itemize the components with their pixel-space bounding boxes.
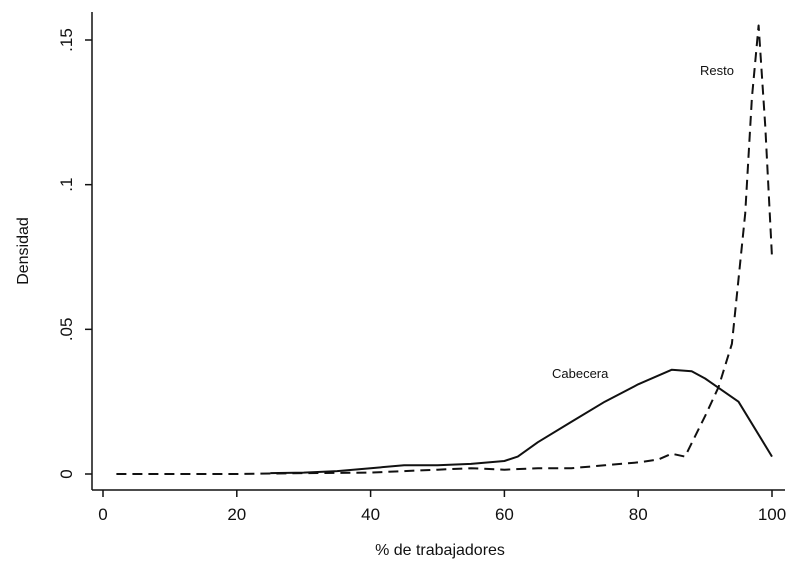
y-axis-title: Densidad xyxy=(15,217,32,285)
x-tick-label: 40 xyxy=(361,505,380,524)
y-tick-label: .15 xyxy=(57,28,76,52)
x-ticks: 0 20 40 60 80 100 xyxy=(98,490,786,524)
x-tick-label: 80 xyxy=(629,505,648,524)
series-line-resto xyxy=(116,24,773,475)
y-tick-label: .05 xyxy=(57,318,76,342)
x-tick-label: 60 xyxy=(495,505,514,524)
cabecera-label: Cabecera xyxy=(552,366,609,381)
x-axis-title: % de trabajadores xyxy=(375,542,505,559)
resto-label: Resto xyxy=(700,63,734,78)
x-tick-label: 100 xyxy=(758,505,786,524)
series-line-cabecera xyxy=(270,368,773,475)
x-tick-label: 0 xyxy=(98,505,107,524)
y-tick-label: .1 xyxy=(57,178,76,192)
plot-area: 0 20 40 60 80 100 0 .05 .1 .15 Resto Cabecera xyxy=(57,12,786,524)
y-tick-label: 0 xyxy=(57,469,76,478)
series-layer xyxy=(116,24,773,475)
y-ticks: 0 .05 .1 .15 xyxy=(57,28,92,479)
x-tick-label: 20 xyxy=(227,505,246,524)
